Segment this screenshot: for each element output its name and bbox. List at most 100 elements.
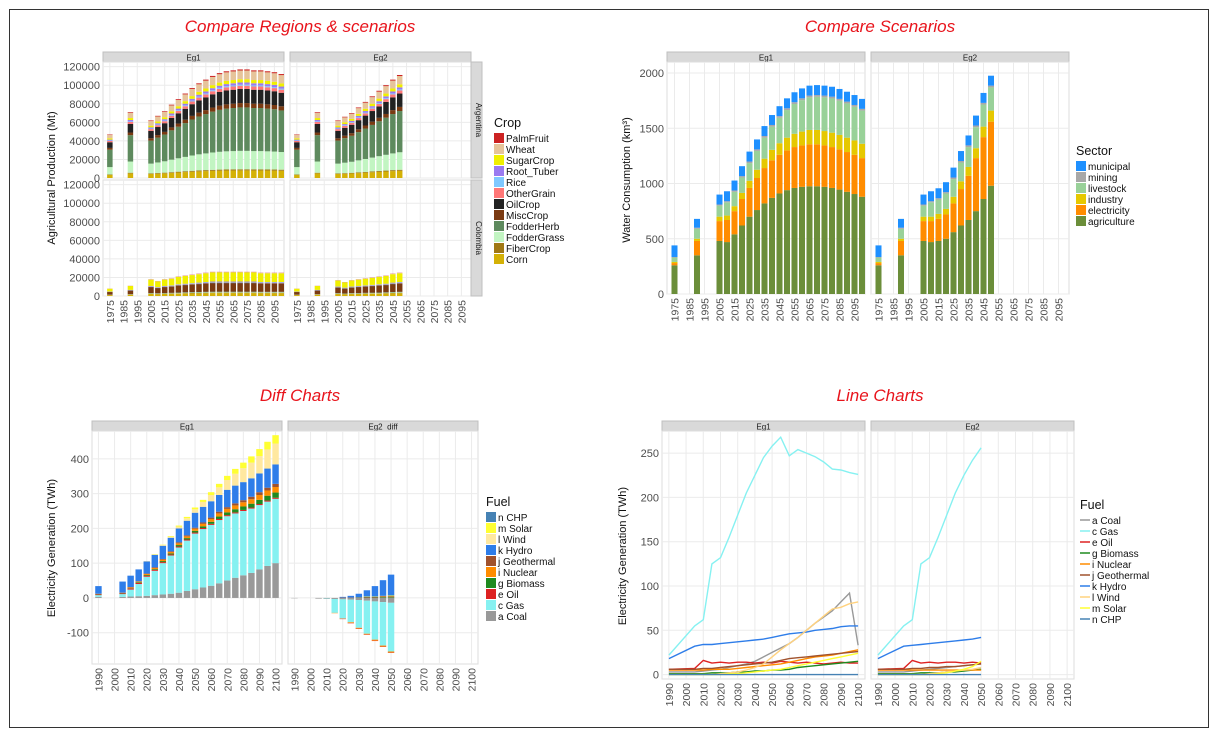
bar-segment: [196, 154, 202, 171]
bar-segment: [168, 105, 175, 112]
bar-segment: [379, 645, 387, 647]
bar-segment: [95, 586, 102, 594]
bar-segment: [196, 116, 202, 155]
bar-segment: [119, 596, 126, 598]
bar-segment: [829, 187, 835, 294]
bar-segment: [155, 123, 161, 125]
bar-segment: [183, 535, 191, 537]
bar-segment: [207, 494, 215, 502]
bar-segment: [168, 293, 175, 296]
bar-segment: [119, 581, 126, 593]
bar-segment: [223, 272, 230, 282]
x-tick-label: 2085: [256, 300, 268, 324]
bar-segment: [920, 240, 927, 294]
bar-segment: [175, 526, 183, 529]
x-tick-label: 2065: [805, 298, 817, 322]
bar-segment: [203, 293, 209, 296]
bar-segment: [694, 255, 700, 294]
legend-title: Sector: [1076, 144, 1112, 158]
bar-segment: [159, 545, 167, 559]
x-tick-label: 2085: [1039, 298, 1051, 322]
legend-label: SugarCrop: [506, 156, 555, 167]
legend-key: [1076, 183, 1086, 193]
bar-segment: [271, 87, 278, 89]
bar-segment: [278, 106, 284, 111]
bar-segment: [264, 490, 271, 496]
bar-segment: [148, 138, 154, 141]
bar-segment: [216, 87, 223, 89]
bar-segment: [264, 72, 271, 81]
bar-segment: [107, 139, 113, 141]
bar-segment: [814, 85, 820, 96]
bar-segment: [251, 170, 257, 178]
bar-segment: [207, 521, 215, 524]
bar-segment: [362, 172, 369, 178]
bar-segment: [196, 274, 202, 283]
legend-key: [494, 232, 504, 242]
bar-segment: [168, 159, 175, 173]
bar-segment: [390, 110, 396, 115]
bar-segment: [348, 122, 355, 123]
x-tick-label: 1985: [119, 300, 131, 324]
bar-segment: [387, 597, 395, 598]
y-tick-label: 1000: [640, 179, 664, 191]
bar-segment: [237, 85, 243, 89]
bar-segment: [189, 275, 195, 284]
x-tick-label: 2025: [173, 300, 185, 324]
bar-segment: [161, 173, 168, 178]
bar-segment: [875, 263, 882, 266]
bar-segment: [223, 80, 230, 85]
bar-segment: [806, 129, 813, 145]
legend-label: l Wind: [498, 535, 526, 546]
x-tick-label: 2065: [1009, 298, 1021, 322]
bar-segment: [836, 189, 843, 294]
bar-segment: [223, 293, 230, 296]
x-tick-label: 2005: [715, 298, 727, 322]
bar-segment: [342, 117, 348, 123]
bar-segment: [935, 199, 942, 214]
bar-segment: [240, 468, 247, 483]
bar-segment: [754, 169, 760, 178]
y-tick-label: 100: [641, 581, 659, 593]
bar-segment: [199, 501, 207, 507]
bar-segment: [369, 121, 376, 125]
bar-segment: [189, 96, 195, 99]
bar-segment: [175, 543, 183, 546]
bar-segment: [107, 292, 113, 295]
bar-segment: [248, 572, 255, 598]
x-tick-label: 2030: [733, 683, 745, 707]
bar-segment: [761, 168, 768, 204]
bar-segment: [161, 134, 168, 162]
bar-segment: [716, 240, 723, 294]
bar-segment: [348, 113, 355, 114]
bar-segment: [383, 85, 389, 87]
bar-segment: [151, 570, 159, 596]
bar-segment: [223, 151, 230, 170]
bar-segment: [148, 163, 154, 174]
bar-segment: [371, 596, 379, 598]
bar-segment: [851, 154, 858, 195]
bar-segment: [965, 219, 972, 294]
bar-segment: [342, 282, 348, 288]
bar-segment: [396, 169, 403, 171]
bar-segment: [175, 113, 182, 124]
bar-segment: [244, 293, 250, 296]
bar-segment: [348, 173, 355, 178]
bar-segment: [224, 480, 231, 490]
bar-segment: [251, 89, 257, 104]
bar-segment: [791, 187, 798, 294]
bar-segment: [196, 94, 202, 97]
bar-segment: [898, 255, 904, 294]
bar-segment: [148, 121, 154, 126]
bar-segment: [965, 147, 972, 167]
bar-segment: [379, 596, 387, 598]
bar-segment: [387, 602, 395, 652]
bar-segment: [799, 186, 805, 294]
bar-segment: [383, 86, 389, 94]
x-tick-label: 2060: [402, 668, 414, 692]
legend-label: n CHP: [1092, 615, 1122, 626]
bar-segment: [754, 139, 760, 150]
bar-segment: [207, 585, 215, 598]
bar-segment: [314, 112, 321, 113]
bar-segment: [950, 177, 957, 180]
